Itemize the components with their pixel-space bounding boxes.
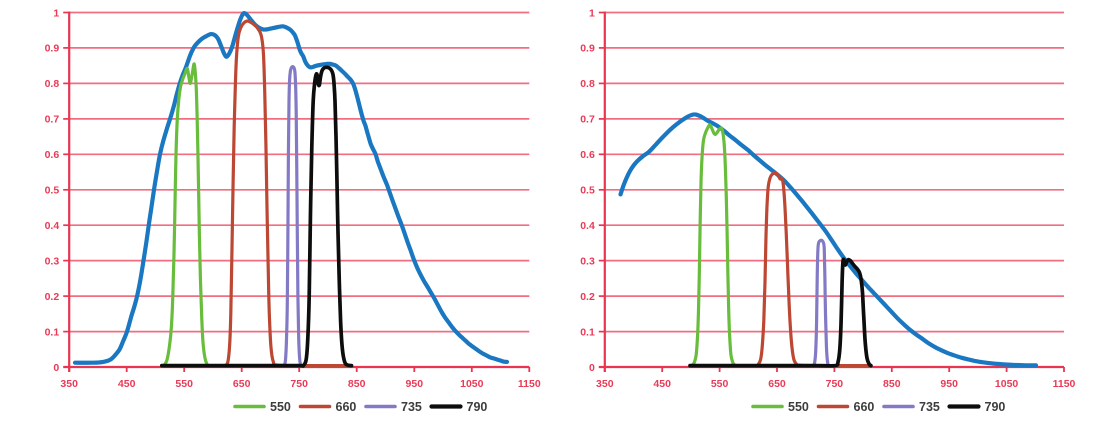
svg-text:1150: 1150 — [1053, 378, 1076, 390]
svg-text:0.3: 0.3 — [45, 255, 60, 267]
svg-text:650: 650 — [233, 378, 251, 390]
svg-text:750: 750 — [290, 378, 308, 390]
svg-text:0.7: 0.7 — [580, 114, 595, 126]
svg-text:1: 1 — [53, 7, 59, 19]
svg-text:0.5: 0.5 — [580, 185, 595, 197]
svg-text:0.1: 0.1 — [580, 326, 595, 338]
svg-text:790: 790 — [985, 400, 1006, 414]
svg-text:0.6: 0.6 — [45, 149, 60, 161]
svg-text:0.9: 0.9 — [580, 43, 595, 55]
svg-text:550: 550 — [175, 378, 193, 390]
svg-text:450: 450 — [653, 378, 671, 390]
svg-text:735: 735 — [401, 400, 422, 414]
svg-text:0.4: 0.4 — [580, 220, 595, 232]
svg-text:550: 550 — [788, 400, 809, 414]
svg-text:0.7: 0.7 — [45, 114, 60, 126]
svg-text:950: 950 — [940, 378, 958, 390]
svg-text:550: 550 — [270, 400, 291, 414]
svg-text:1050: 1050 — [460, 378, 484, 390]
svg-text:0.9: 0.9 — [45, 43, 60, 55]
svg-text:750: 750 — [826, 378, 844, 390]
svg-text:0.8: 0.8 — [45, 78, 60, 90]
svg-text:1150: 1150 — [518, 378, 541, 390]
svg-text:0.5: 0.5 — [45, 185, 60, 197]
svg-text:0.2: 0.2 — [45, 291, 60, 303]
svg-text:0: 0 — [53, 362, 59, 374]
svg-text:0.1: 0.1 — [45, 326, 60, 338]
svg-text:0.6: 0.6 — [580, 149, 595, 161]
svg-text:850: 850 — [348, 378, 366, 390]
svg-text:0.8: 0.8 — [580, 78, 595, 90]
svg-text:1050: 1050 — [995, 378, 1019, 390]
svg-text:550: 550 — [711, 378, 729, 390]
svg-text:850: 850 — [883, 378, 901, 390]
svg-text:1: 1 — [589, 7, 595, 19]
svg-text:660: 660 — [336, 400, 357, 414]
svg-text:650: 650 — [768, 378, 786, 390]
svg-text:0.2: 0.2 — [580, 291, 595, 303]
svg-text:950: 950 — [406, 378, 424, 390]
svg-text:0.3: 0.3 — [580, 255, 595, 267]
svg-text:0: 0 — [589, 362, 595, 374]
svg-text:0.4: 0.4 — [45, 220, 60, 232]
svg-text:790: 790 — [467, 400, 488, 414]
svg-text:660: 660 — [854, 400, 875, 414]
svg-text:735: 735 — [919, 400, 940, 414]
svg-text:350: 350 — [60, 378, 78, 390]
svg-text:450: 450 — [118, 378, 136, 390]
svg-text:350: 350 — [596, 378, 614, 390]
